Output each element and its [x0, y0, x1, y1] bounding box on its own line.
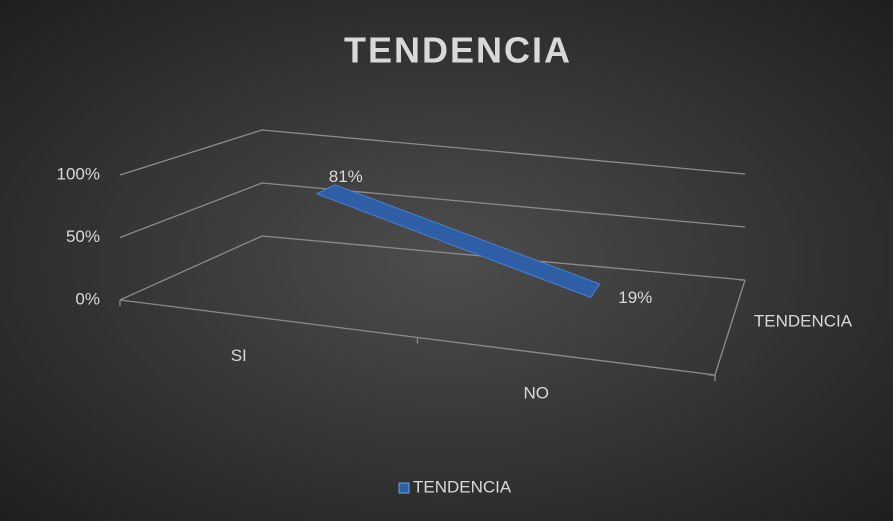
grid-line	[119, 182, 746, 239]
x-tick-label: NO	[524, 384, 550, 403]
legend-marker	[398, 482, 410, 494]
y-tick-label: 50%	[66, 227, 100, 246]
data-label: 81%	[329, 167, 363, 186]
x-tick-label: SI	[231, 346, 247, 365]
y-tick-label: 0%	[75, 289, 100, 308]
depth-axis-label: TENDENCIA	[754, 311, 853, 330]
grid-line	[119, 235, 746, 301]
grid-line	[119, 129, 746, 176]
data-label: 19%	[618, 288, 652, 307]
series-ribbon	[315, 184, 601, 299]
y-tick-label: 100%	[57, 164, 100, 183]
chart-title: TENDENCIA	[344, 30, 572, 71]
legend-label: TENDENCIA	[413, 477, 512, 496]
